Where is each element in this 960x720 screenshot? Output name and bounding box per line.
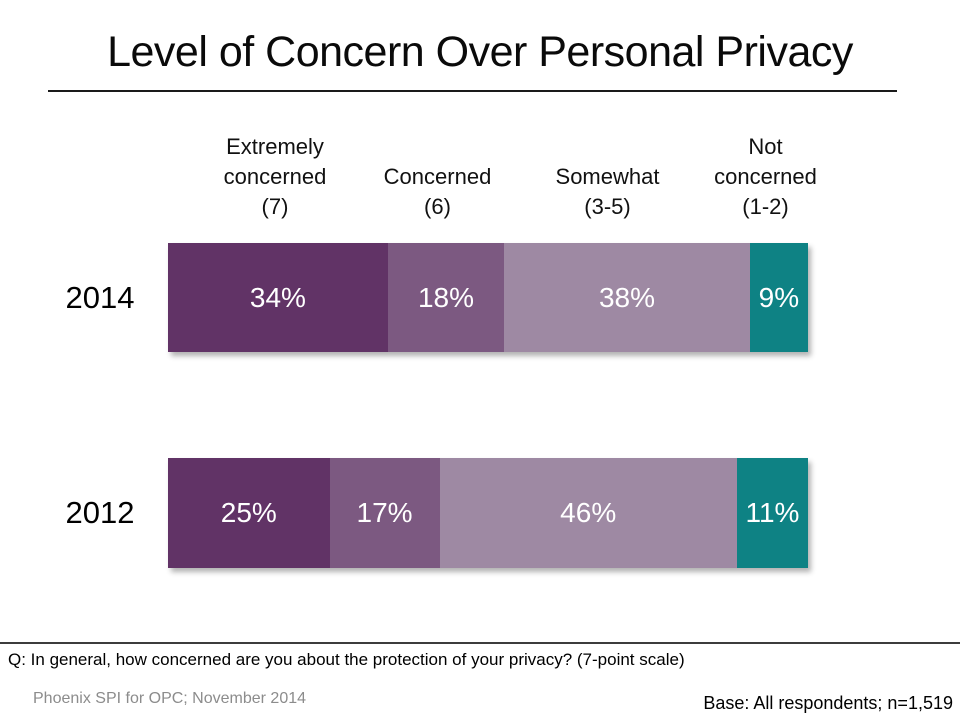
title-divider bbox=[48, 90, 897, 92]
segment-value-label: 17% bbox=[356, 497, 413, 528]
page-title: Level of Concern Over Personal Privacy bbox=[107, 28, 853, 76]
row-label-2014: 2014 bbox=[65, 280, 135, 315]
stacked-bar-2012: 25% 17% 46% 11% bbox=[168, 458, 808, 568]
segment-value-label: 46% bbox=[560, 497, 617, 528]
source-credit: Phoenix SPI for OPC; November 2014 bbox=[33, 690, 307, 707]
column-header-somewhat: Somewhat (3-5) bbox=[555, 164, 660, 219]
bar-segment-not-concerned-1-2: 9% bbox=[749, 243, 808, 352]
row-label-2012: 2012 bbox=[65, 495, 135, 530]
question-footnote: Q: In general, how concerned are you abo… bbox=[8, 650, 685, 669]
footer-divider bbox=[0, 642, 960, 644]
bar-segment-extremely-concerned-7: 25% bbox=[168, 458, 330, 568]
bar-segment-somewhat-3-5: 38% bbox=[504, 243, 750, 352]
bar-segment-not-concerned-1-2: 11% bbox=[736, 458, 808, 568]
stacked-bar-2014: 34% 18% 38% 9% bbox=[168, 243, 808, 352]
bar-segment-concerned-6: 17% bbox=[329, 458, 440, 568]
column-header-extremely-concerned: Extremely concerned (7) bbox=[223, 134, 327, 219]
segment-value-label: 11% bbox=[745, 497, 800, 528]
segment-value-label: 34% bbox=[249, 281, 306, 313]
bar-segment-concerned-6: 18% bbox=[387, 243, 505, 352]
segment-value-label: 18% bbox=[417, 281, 474, 313]
column-header-concerned: Concerned (6) bbox=[383, 164, 492, 219]
base-note: Base: All respondents; n=1,519 bbox=[703, 693, 953, 713]
bar-segment-somewhat-3-5: 46% bbox=[439, 458, 737, 568]
segment-value-label: 9% bbox=[758, 281, 800, 313]
segment-value-label: 38% bbox=[598, 281, 655, 313]
segment-value-label: 25% bbox=[220, 497, 277, 528]
column-header-not-concerned: Not concerned (1-2) bbox=[714, 134, 817, 219]
bar-segment-extremely-concerned-7: 34% bbox=[168, 243, 388, 352]
